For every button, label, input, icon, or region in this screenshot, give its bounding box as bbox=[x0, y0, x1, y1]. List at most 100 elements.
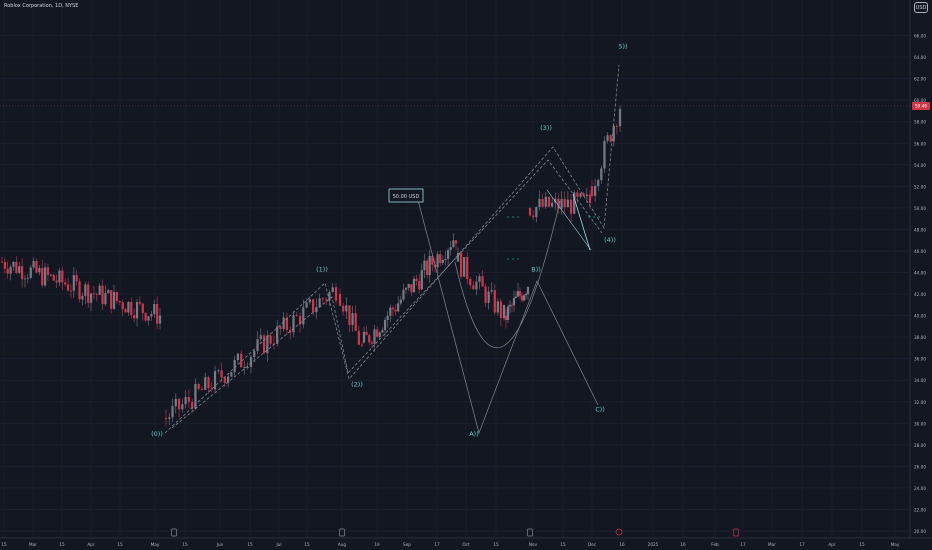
candle-body bbox=[510, 304, 514, 306]
candle-body bbox=[449, 247, 452, 251]
candle-body bbox=[370, 342, 373, 344]
time-tick-label: Apr bbox=[87, 542, 95, 547]
candle-body bbox=[444, 258, 447, 260]
time-tick-label: 16 bbox=[619, 542, 625, 547]
candle-body bbox=[328, 291, 331, 301]
candle-body bbox=[308, 299, 311, 303]
candle-body bbox=[447, 250, 450, 259]
price-tick-label: 48.00 bbox=[914, 227, 926, 232]
candle-body bbox=[478, 276, 481, 282]
candle-body bbox=[184, 397, 187, 405]
candle-body bbox=[410, 284, 413, 293]
candle-body bbox=[52, 274, 55, 281]
candle-body bbox=[32, 260, 35, 268]
candle-body bbox=[484, 286, 487, 303]
candle-body bbox=[420, 270, 423, 290]
candle-body bbox=[21, 266, 24, 280]
candle-body bbox=[597, 180, 600, 187]
wave-label: (0)) bbox=[151, 430, 163, 438]
wave-label: (4)) bbox=[604, 236, 616, 244]
candle-body bbox=[338, 294, 342, 306]
price-tick-label: 44.00 bbox=[914, 271, 926, 276]
candle-body bbox=[524, 294, 528, 296]
event-markers bbox=[171, 528, 739, 537]
arc-curve bbox=[454, 200, 561, 349]
candle-body bbox=[321, 298, 325, 300]
candle-body bbox=[298, 315, 302, 325]
price-tick-label: 24.00 bbox=[914, 486, 926, 491]
wave-labels: 50.00 USD (0)) (1)) (2)) (3)) (4)) 5)) A)) B)) C)… bbox=[151, 42, 627, 438]
candle-body bbox=[576, 192, 579, 197]
price-tick-label: 58.00 bbox=[914, 120, 926, 125]
candle-body bbox=[345, 305, 348, 312]
time-tick-label: May bbox=[891, 542, 900, 547]
last-price-tag bbox=[912, 101, 930, 110]
currency-button[interactable]: USD bbox=[914, 2, 928, 13]
candle-body bbox=[164, 417, 168, 419]
candle-body bbox=[518, 291, 522, 296]
candle-body bbox=[171, 406, 174, 418]
time-axis: 15 Mar 15 Apr 15 May 15 Jun 15 Jul 15 Aug 19 Sep 17 Oct… bbox=[0, 537, 932, 547]
channel-line-upper bbox=[546, 189, 592, 251]
candle-body bbox=[362, 331, 366, 343]
candle-body bbox=[110, 290, 113, 309]
candle-body bbox=[41, 267, 44, 286]
candle-body bbox=[81, 295, 84, 300]
candle-body bbox=[43, 267, 47, 286]
impulse-wave-path bbox=[164, 64, 620, 434]
candle-body bbox=[23, 278, 27, 280]
candle-body bbox=[279, 326, 282, 329]
candle-body bbox=[64, 282, 67, 285]
price-tick-label: 36.00 bbox=[914, 357, 926, 362]
candle-body bbox=[541, 198, 544, 207]
candle-body bbox=[481, 276, 484, 287]
candle-body bbox=[87, 284, 90, 303]
time-tick-label: Nov bbox=[529, 542, 538, 547]
candle-body bbox=[466, 257, 469, 279]
price-tag-box bbox=[388, 188, 424, 203]
candle-body bbox=[560, 199, 563, 209]
candle-body bbox=[502, 304, 506, 318]
candle-body bbox=[357, 330, 360, 345]
candle-body bbox=[342, 305, 345, 312]
candle-body bbox=[407, 284, 410, 288]
elliott-wave-lines bbox=[164, 64, 620, 435]
candle-body bbox=[459, 252, 463, 277]
candle-body bbox=[276, 326, 279, 344]
price-axis: 66.00 64.00 62.00 60.00 58.00 56.00 54.00 52.00… bbox=[909, 0, 930, 538]
time-tick-label: Feb bbox=[711, 542, 719, 547]
candle-body bbox=[412, 278, 416, 293]
wave-label: C)) bbox=[595, 405, 605, 413]
candle-body bbox=[9, 266, 12, 274]
time-tick-label: 15 bbox=[117, 542, 123, 547]
candle-body bbox=[18, 266, 21, 273]
candle-body bbox=[197, 383, 200, 389]
candle-body bbox=[266, 335, 269, 354]
candle-body bbox=[213, 370, 217, 390]
candle-body bbox=[253, 350, 256, 357]
candle-body bbox=[325, 299, 328, 301]
impulse-channel-path bbox=[171, 159, 603, 429]
candle-body bbox=[490, 290, 493, 292]
time-tick-label: 2025 bbox=[648, 542, 659, 547]
candle-body bbox=[233, 359, 236, 373]
candle-body bbox=[112, 292, 116, 309]
candle-body bbox=[191, 401, 194, 409]
candlestick-series bbox=[0, 105, 622, 427]
candle-body bbox=[487, 291, 490, 303]
candle-body bbox=[334, 287, 338, 301]
candle-body bbox=[153, 304, 156, 315]
candle-body bbox=[594, 186, 597, 196]
candle-body bbox=[563, 199, 566, 208]
candle-body bbox=[590, 186, 594, 196]
time-tick-label: Apr bbox=[828, 542, 836, 547]
candle-body bbox=[158, 315, 162, 324]
price-tick-label: 46.00 bbox=[914, 249, 926, 254]
candle-body bbox=[89, 293, 93, 303]
time-tick-label: 15 bbox=[304, 542, 310, 547]
candle-body bbox=[187, 397, 190, 402]
price-tick-label: 66.00 bbox=[914, 34, 926, 39]
candle-body bbox=[472, 285, 475, 290]
candle-body bbox=[512, 297, 516, 306]
